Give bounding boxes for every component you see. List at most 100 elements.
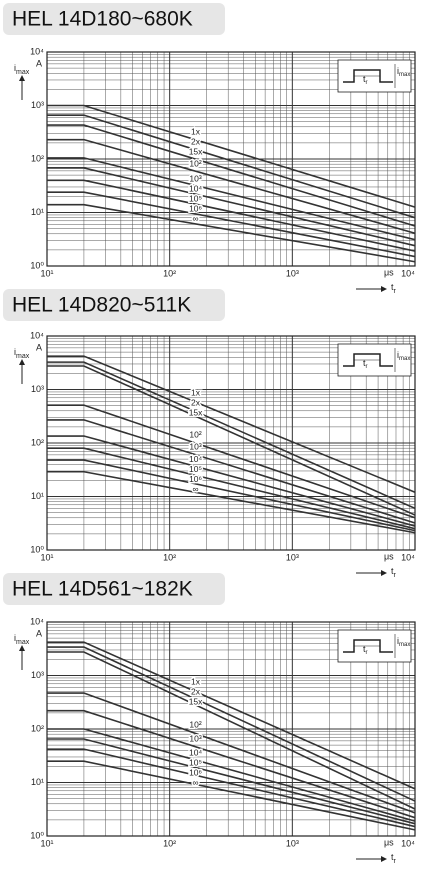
curve (47, 365, 416, 516)
x-tick-label: 10¹ (40, 268, 53, 278)
x-axis-label: tr (391, 852, 397, 864)
curve-label: 1x (191, 127, 201, 137)
pulse (343, 69, 393, 83)
x-axis-label-sub: r (394, 572, 397, 579)
x-tick-label: 10³ (286, 552, 299, 562)
curve (47, 447, 416, 530)
y-axis-unit: A (36, 58, 42, 68)
curve-label: ∞ (193, 213, 199, 223)
y-axis-label-sub: max (16, 353, 30, 360)
y-tick-label: 10⁰ (30, 260, 44, 270)
inset-tr-main: t (363, 358, 366, 368)
title-box (3, 3, 225, 35)
x-tick-label: 10⁴ (401, 838, 415, 848)
x-tick-label: 10⁴ (401, 552, 415, 562)
curve-label: 10³ (189, 173, 201, 183)
curve (47, 404, 416, 519)
y-axis-unit: A (36, 628, 42, 638)
arrow-head (381, 286, 387, 292)
curve (47, 435, 416, 527)
chart-title: HEL 14D180~680K (12, 8, 193, 31)
y-axis-label: imax (14, 63, 30, 75)
y-tick-label: 10¹ (31, 491, 44, 501)
x-axis-label-sub: r (394, 288, 397, 295)
inset-imax: imax (397, 636, 410, 647)
y-tick-label: 10¹ (31, 777, 44, 787)
x-axis-label-sub: r (394, 858, 397, 865)
inset-imax-sub: max (399, 356, 410, 362)
title-box (3, 289, 225, 321)
y-tick-label: 10³ (31, 384, 44, 394)
curve-label: 10⁵ (189, 193, 202, 203)
curve (47, 355, 416, 494)
y-axis-label-main: i (14, 633, 16, 643)
curve-label: 2x (191, 398, 201, 408)
curve-label: 15x (189, 147, 203, 157)
y-axis-label-main: i (14, 347, 16, 357)
x-tick-label: 10² (163, 268, 176, 278)
inset-imax-main: i (397, 350, 399, 360)
y-tick-label: 10⁰ (30, 544, 44, 554)
curve-label: 10⁶ (189, 474, 202, 484)
x-axis-unit: μs (384, 837, 394, 847)
curve-label: 2x (191, 687, 201, 697)
curve (47, 470, 416, 534)
y-tick-label: 10³ (31, 100, 44, 110)
y-axis-label: imax (14, 633, 30, 645)
curve (47, 748, 416, 828)
x-tick-label: 10⁴ (401, 268, 415, 278)
x-axis-label: tr (391, 282, 397, 294)
inset-tr: tr (363, 644, 368, 655)
curve (47, 709, 416, 819)
curve (47, 419, 416, 524)
curve-label: 10² (189, 158, 201, 168)
inset-imax-main: i (397, 66, 399, 76)
chart-title: HEL 14D820~511K (12, 294, 191, 317)
curve-label: ∞ (193, 484, 199, 494)
inset-tr-main: t (363, 644, 366, 654)
x-tick-label: 10¹ (40, 552, 53, 562)
curve-label: 10³ (189, 733, 201, 743)
x-axis-unit: μs (384, 267, 394, 277)
curve-label: 1x (191, 677, 201, 687)
x-axis-label: tr (391, 566, 397, 578)
inset-tr: tr (363, 358, 368, 369)
curve (47, 138, 416, 234)
curve (47, 760, 416, 831)
inset-tr-sub: r (366, 364, 368, 370)
y-axis-label: imax (14, 347, 30, 359)
curve-label: 10² (189, 430, 201, 440)
curve-label: 10⁶ (189, 203, 202, 213)
curve (47, 738, 416, 825)
curve (47, 361, 416, 510)
curve-label: 10² (189, 720, 201, 730)
arrow-head (19, 75, 25, 81)
x-axis-unit: μs (384, 551, 394, 561)
arrow-head (19, 359, 25, 365)
x-tick-label: 10³ (286, 268, 299, 278)
inset-imax-sub: max (399, 642, 410, 648)
curve (47, 114, 416, 219)
curve-label: 10⁴ (189, 454, 202, 464)
curve-label: 10⁶ (189, 767, 202, 777)
inset-imax: imax (397, 350, 410, 361)
curve-label: 2x (191, 137, 201, 147)
y-tick-label: 10⁴ (30, 330, 44, 340)
curve (47, 124, 416, 227)
inset-tr: tr (363, 74, 368, 85)
pulse (343, 639, 393, 653)
title-box (3, 573, 225, 605)
curve-label: 15x (189, 697, 203, 707)
y-tick-label: 10¹ (31, 207, 44, 217)
plot-frame (46, 51, 416, 267)
y-axis-label-sub: max (16, 639, 30, 646)
y-axis-label-sub: max (16, 69, 30, 76)
curve (47, 203, 416, 263)
y-tick-label: 10³ (31, 670, 44, 680)
curve-label: 15x (189, 408, 203, 418)
inset-imax-sub: max (399, 72, 410, 78)
curve (47, 692, 416, 814)
